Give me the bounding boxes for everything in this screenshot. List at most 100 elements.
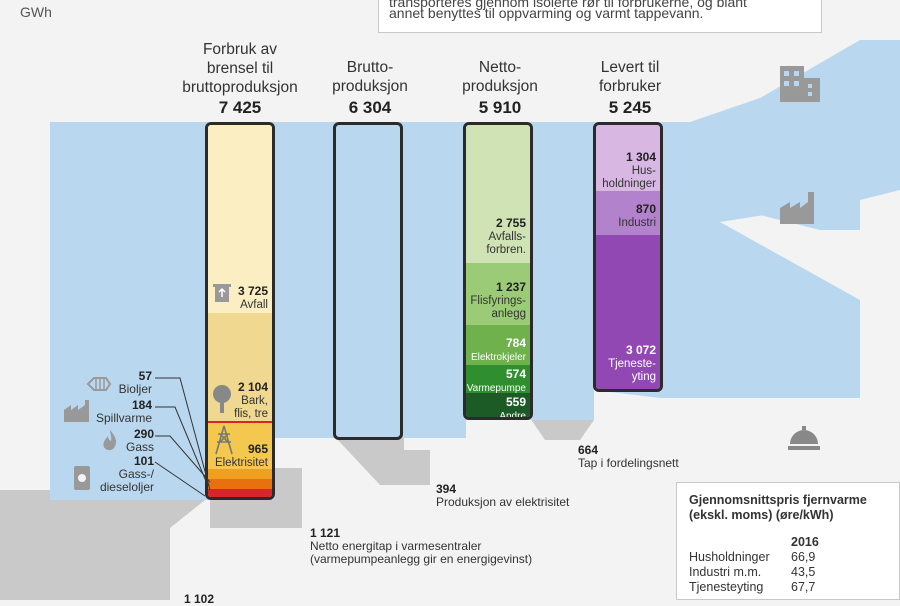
fuel-bar: 3 725 Avfall 2 104 Bark, flis, tre 965 E… — [205, 122, 275, 500]
net-segment-andre — [466, 393, 530, 417]
value: 290 — [133, 427, 154, 441]
factory-icon — [780, 192, 814, 224]
leader-line — [155, 406, 209, 487]
value: 965 — [247, 442, 268, 456]
price-header-row: 2016 — [689, 535, 819, 550]
note-line-1: transporteres gjennom isolerte rør til f… — [389, 0, 747, 10]
value: 1 304 — [625, 150, 656, 164]
net-segment-avfall — [466, 125, 530, 263]
price-title-line: (ekskl. moms) (øre/kWh) — [689, 508, 834, 522]
delivered-segment-tjenesteyting — [596, 235, 660, 389]
delivered-bar: 1 304 Hus- holdninger 870 Industri 3 072… — [593, 122, 663, 392]
value: 101 — [133, 454, 154, 468]
net-production-bar: 2 755 Avfalls- forbren. 1 237 Flisfyring… — [463, 122, 533, 420]
label: Avfalls- — [488, 231, 527, 243]
value: 870 — [635, 202, 656, 216]
note-line-2: annet benyttes til oppvarming og varmt t… — [389, 5, 704, 21]
value: 1 102 — [184, 592, 215, 606]
value: 1 121 — [310, 526, 341, 540]
service-cloche-icon — [788, 426, 820, 450]
price-row: Tjenesteyting 67,7 — [689, 580, 819, 595]
stage-header-gross: Brutto- produksjon — [300, 58, 440, 96]
stage-total-gross: 6 304 — [348, 98, 392, 117]
label: forbren. — [486, 244, 526, 256]
net-segment-flis — [466, 263, 530, 325]
fuel-label-elektrisitet: 965 Elektrisitet — [215, 443, 268, 470]
value: 3 725 — [237, 284, 268, 298]
leader-line — [155, 435, 211, 483]
fuel-label-bark: 2 104 Bark, flis, tre — [234, 381, 268, 421]
price-title-line: Gjennomsnittspris fjernvarme — [689, 493, 867, 507]
price-box: Gjennomsnittspris fjernvarme (ekskl. mom… — [676, 482, 900, 600]
delivered-segment-husholdninger — [596, 125, 660, 191]
loss-distribution: 664 Tap i fordelingsnett — [578, 444, 679, 470]
source-bioljer: 57 Bioljer — [92, 370, 152, 396]
net-segment-varmepumpe — [466, 365, 530, 393]
gross-production-bar — [333, 122, 403, 440]
value: 664 — [578, 443, 599, 457]
label: Spillvarme — [95, 411, 152, 425]
stage-total-net: 5 910 — [478, 98, 522, 117]
price-row: Industri m.m. 43,5 — [689, 565, 819, 580]
label: flis, tre — [234, 408, 268, 420]
label: Tap i fordelingsnett — [578, 456, 679, 470]
label: Produksjon av elektrisitet — [436, 495, 570, 509]
value: 2 104 — [237, 380, 268, 394]
delivered-label-industri: 870 Industri — [618, 203, 656, 230]
value: 394 — [436, 482, 457, 496]
label: anlegg — [491, 308, 526, 320]
value: 2 755 — [495, 216, 526, 230]
fuel-segment-olje — [208, 479, 272, 489]
value: 184 — [131, 398, 152, 412]
price-row-value: 67,7 — [791, 580, 816, 594]
fuel-segment-gass — [208, 469, 272, 479]
net-label-elektrokjeler: 784 Elektrokjeler — [471, 337, 526, 364]
stage-header-line: Forbruk av — [202, 41, 278, 58]
fish-skeleton-icon — [86, 377, 112, 391]
price-row-label: Tjenesteyting — [689, 580, 764, 594]
fuel-segment-bark — [208, 313, 272, 421]
flame-icon — [103, 430, 117, 451]
tree-icon — [213, 385, 231, 413]
flow-industri — [690, 150, 860, 230]
label: Elektrisitet — [214, 457, 268, 469]
value: 784 — [505, 336, 526, 350]
stage-header-line: Levert til — [600, 59, 660, 76]
source-gass: 290 Gass — [92, 428, 154, 454]
value: 1 237 — [495, 280, 526, 294]
label: Flisfyrings- — [470, 295, 526, 307]
label: Bark, — [241, 395, 268, 407]
label: holdninger — [602, 178, 656, 190]
net-label-varmepumpe: 574 Varmepumpe — [467, 368, 526, 395]
fuel-label-avfall: 3 725 Avfall — [238, 285, 268, 312]
unit-label: GWh — [20, 4, 52, 20]
stage-header-line: Netto- — [478, 59, 522, 76]
label: Elektrokjeler — [470, 352, 526, 363]
price-row: Husholdninger 66,9 — [689, 550, 819, 565]
delivered-label-tjenesteyting: 3 072 Tjeneste- yting — [608, 344, 656, 384]
label: dieseloljer — [99, 480, 154, 494]
stage-header-line: forbruker — [598, 78, 662, 95]
leader-line — [154, 461, 206, 497]
label: Andre — [499, 411, 526, 420]
label: Hus- — [631, 165, 656, 177]
stage-total-fuel: 7 425 — [218, 98, 262, 117]
fuel-divider — [208, 421, 272, 423]
value: 574 — [505, 367, 526, 381]
info-note: transporteres gjennom isolerte rør til f… — [378, 0, 822, 33]
net-label-andre: 559 Andre — [499, 396, 526, 420]
source-gassoljer: 101 Gass-/ dieseloljer — [88, 455, 154, 494]
price-row-value: 66,9 — [791, 550, 816, 564]
delivered-segment-industri — [596, 191, 660, 235]
sublabel: (varmepumpeanlegg gir en energigevinst) — [310, 552, 533, 566]
stage-header-net: Netto- produksjon — [430, 58, 570, 96]
loss-flow-394 — [336, 438, 430, 485]
net-segment-elektrokjeler — [466, 325, 530, 365]
stage-header-delivered: Levert til forbruker — [560, 58, 700, 96]
price-row-label: Industri m.m. — [689, 565, 762, 579]
price-title: Gjennomsnittspris fjernvarme (ekskl. mom… — [689, 493, 887, 523]
label: Varmepumpe — [466, 383, 526, 394]
stage-header-line: produksjon — [462, 78, 538, 95]
value: 3 072 — [625, 343, 656, 357]
